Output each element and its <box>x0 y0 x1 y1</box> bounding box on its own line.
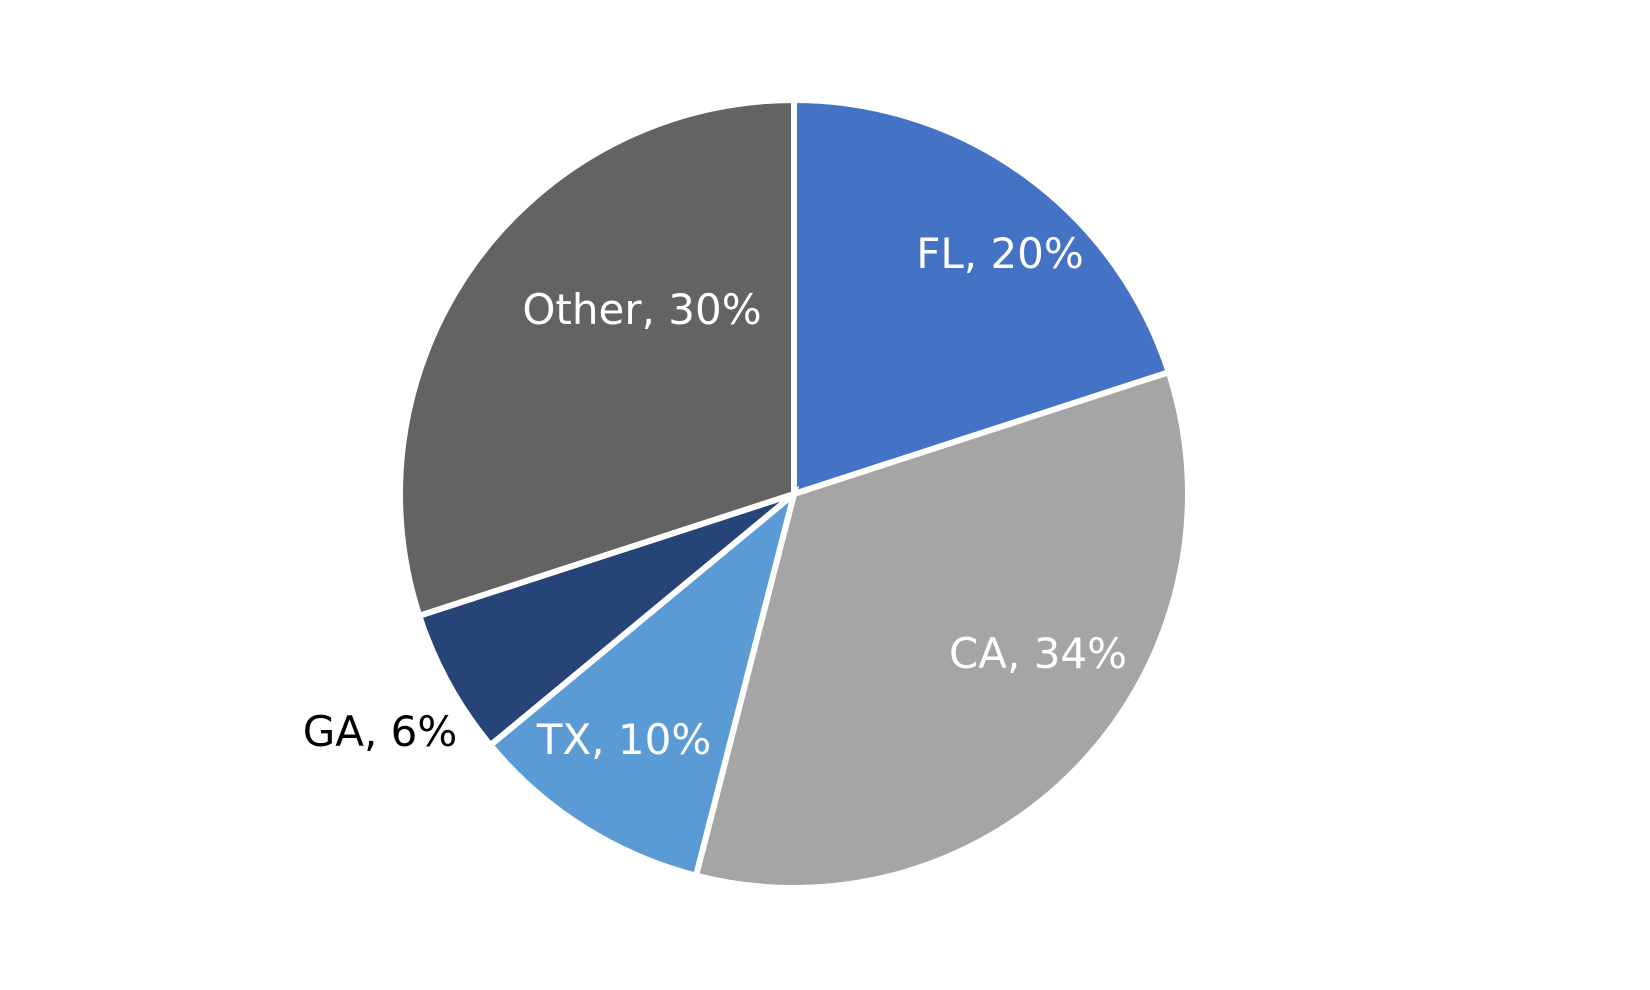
pie-labels: FL, 20% CA, 34% TX, 10% GA, 6% Other, 30% <box>303 229 1127 764</box>
pie-label-ga: GA, 6% <box>303 707 458 756</box>
pie-label-ca: CA, 34% <box>949 629 1127 678</box>
pie-label-other: Other, 30% <box>522 285 761 334</box>
pie-label-tx: TX, 10% <box>536 715 711 764</box>
pie-slice-fl <box>791 96 1173 499</box>
pie-slice-tx <box>486 485 800 880</box>
pie-slice-ca <box>692 368 1191 891</box>
pie-slice-other <box>397 96 797 620</box>
pie-slices <box>397 96 1191 891</box>
pie-label-fl: FL, 20% <box>916 229 1084 278</box>
